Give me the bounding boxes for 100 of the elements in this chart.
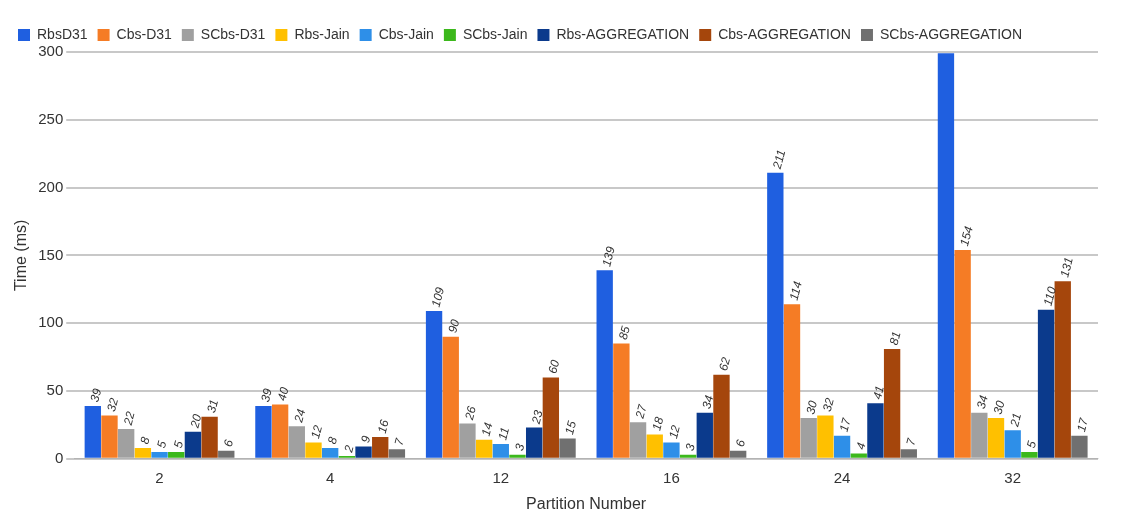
- data-label: 5: [154, 439, 170, 450]
- bar: [613, 343, 630, 458]
- data-label: 7: [391, 435, 408, 447]
- bar: [168, 452, 185, 458]
- bar: [84, 405, 101, 458]
- data-label: 32: [104, 396, 122, 413]
- bar: [663, 442, 680, 458]
- y-axis-title: Time (ms): [12, 219, 30, 292]
- data-label: 39: [87, 386, 105, 404]
- data-label: 8: [324, 435, 341, 446]
- data-label: 8: [137, 435, 153, 446]
- data-label: 85: [615, 324, 633, 342]
- data-label: 114: [786, 279, 805, 302]
- data-label: 60: [545, 358, 563, 376]
- bar: [322, 447, 339, 458]
- bar: [679, 454, 697, 458]
- data-label: 6: [732, 437, 749, 449]
- data-label: 17: [836, 415, 854, 434]
- bar: [355, 446, 372, 458]
- bar: [475, 439, 493, 458]
- data-label: 18: [649, 415, 667, 432]
- x-tick-label: 16: [663, 468, 680, 486]
- bar: [987, 418, 1005, 458]
- data-label: 40: [274, 385, 292, 403]
- bar: [118, 428, 135, 458]
- data-label: 139: [599, 244, 618, 268]
- bar: [783, 304, 801, 458]
- bar: [800, 418, 817, 458]
- bar: [101, 415, 118, 458]
- legend-label: Cbs-Jain: [378, 25, 434, 42]
- x-tick-label: 32: [1004, 468, 1022, 486]
- x-axis-title: Partition Number: [526, 494, 647, 512]
- data-label: 6: [220, 437, 237, 449]
- bar: [459, 423, 476, 458]
- bar: [767, 172, 784, 458]
- bar: [492, 443, 509, 458]
- data-label: 34: [973, 393, 991, 411]
- bar: [713, 374, 730, 458]
- bar: [883, 348, 901, 458]
- data-label: 27: [632, 402, 650, 421]
- data-label: 211: [769, 148, 789, 172]
- data-label: 131: [1057, 255, 1076, 279]
- data-label: 26: [461, 404, 479, 423]
- legend-label: Cbs-D31: [116, 25, 173, 42]
- bar: [696, 412, 713, 458]
- x-tick-label: 12: [492, 468, 510, 486]
- bar: [1054, 281, 1071, 458]
- y-tick-label: 0: [54, 448, 64, 466]
- data-label: 9: [358, 433, 374, 445]
- bar: [151, 452, 168, 458]
- legend-label: SCbs-AGGREGATION: [879, 25, 1023, 42]
- data-label: 15: [562, 419, 580, 437]
- data-label: 109: [428, 285, 448, 309]
- bar: [937, 53, 955, 458]
- data-label: 12: [666, 423, 683, 441]
- data-label: 4: [853, 440, 869, 451]
- bar: [954, 249, 971, 458]
- data-label: 3: [682, 442, 698, 453]
- data-label: 5: [1023, 439, 1040, 450]
- bar: [255, 405, 272, 458]
- legend-label: SCbs-Jain: [462, 25, 528, 42]
- bar: [1004, 430, 1021, 458]
- bar: [201, 416, 218, 458]
- bar: [971, 412, 988, 458]
- legend-label: Rbs-AGGREGATION: [556, 25, 690, 42]
- data-label: 31: [204, 397, 222, 415]
- bar: [629, 422, 647, 458]
- data-label: 24: [291, 407, 309, 425]
- data-label: 41: [870, 384, 887, 401]
- y-tick-label: 250: [38, 109, 64, 127]
- bar: [559, 438, 576, 458]
- bar: [372, 437, 389, 458]
- data-label: 22: [120, 409, 138, 428]
- data-label: 2: [341, 443, 357, 455]
- data-label: 5: [170, 439, 187, 450]
- legend-label: RbsD31: [37, 25, 88, 42]
- bar: [1071, 435, 1088, 458]
- bar: [542, 377, 560, 458]
- data-label: 32: [819, 396, 837, 413]
- bar: [900, 449, 917, 458]
- bar: [305, 442, 322, 458]
- bar: [425, 311, 443, 458]
- legend-label: Cbs-AGGREGATION: [718, 25, 851, 42]
- bar: [218, 450, 235, 458]
- data-label: 110: [1040, 284, 1060, 308]
- bar: [525, 427, 543, 458]
- data-label: 154: [957, 224, 976, 248]
- data-label: 34: [699, 393, 717, 411]
- bar: [1037, 309, 1055, 458]
- bar: [596, 270, 613, 458]
- bar: [850, 453, 867, 458]
- bar: [729, 450, 747, 458]
- data-label: 11: [495, 425, 513, 442]
- bar: [646, 434, 663, 458]
- y-tick-label: 200: [38, 177, 64, 195]
- data-label: 81: [886, 330, 904, 347]
- x-tick-label: 24: [833, 468, 851, 486]
- bar: [134, 447, 152, 458]
- x-tick-label: 2: [155, 468, 164, 486]
- bar: [1021, 452, 1038, 458]
